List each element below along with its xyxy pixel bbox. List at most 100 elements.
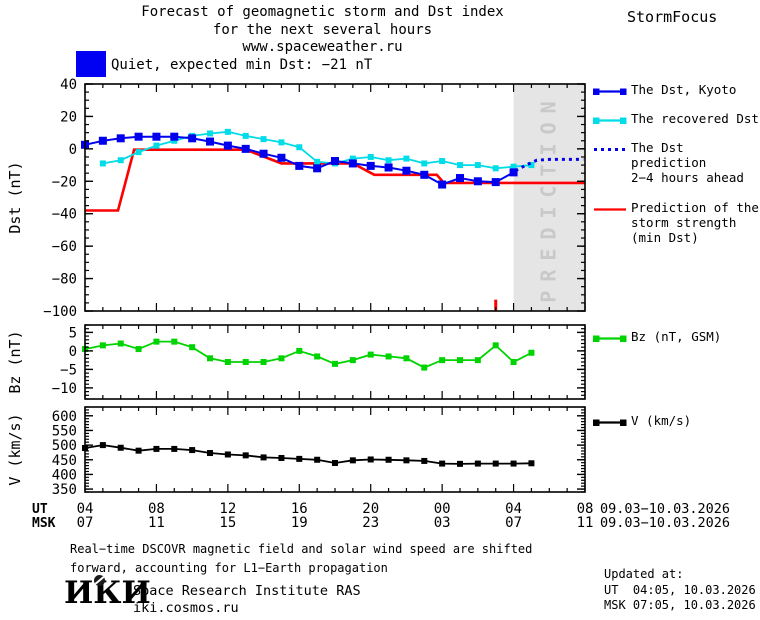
bz-marker [296, 347, 303, 354]
v-marker [349, 457, 356, 464]
v-marker [117, 444, 124, 451]
updated-msk: MSK 07:05, 10.03.2026 [604, 598, 756, 612]
dst-axis-title: Dst (nT) [6, 161, 24, 233]
title-url: www.spaceweather.ru [242, 39, 403, 55]
bz-marker [528, 349, 535, 356]
recovered-dst-marker [117, 157, 124, 164]
bz-legend-sample [593, 335, 627, 342]
bz-marker [260, 359, 267, 365]
v-marker [207, 450, 213, 457]
bz-panel: 5 0 −5 −10 [52, 324, 586, 400]
ut-row-label: UT [32, 502, 48, 517]
footnote: Real−time DSCOVR magnetic field and sola… [70, 540, 532, 577]
dst-kyoto-marker [402, 166, 411, 175]
date-range-ut: 09.03−10.03.2026 [600, 501, 730, 517]
recovered-dst-marker [528, 162, 535, 169]
bz-marker [403, 355, 410, 362]
dst-kyoto-marker [384, 163, 393, 172]
dst-kyoto-legend-sample [593, 88, 627, 95]
dst-kyoto-marker [223, 141, 232, 150]
legend-label-line: (min Dst) [631, 230, 699, 245]
recovered-dst-marker [314, 158, 321, 165]
footnote-line2: forward, accounting for L1−Earth propaga… [70, 560, 388, 575]
msk-tick-label: 23 [362, 515, 379, 531]
dst-kyoto-marker [509, 168, 518, 177]
dst-ytick-label: −60 [52, 239, 77, 255]
dst-kyoto-marker [295, 161, 304, 170]
dst-ytick-label: 0 [69, 142, 77, 158]
recovered-dst-marker [403, 155, 410, 162]
v-marker [99, 442, 106, 449]
bz-marker [385, 353, 392, 360]
series-dst-kyoto [84, 135, 515, 186]
v-marker [332, 459, 338, 466]
msk-tick-label: 03 [434, 515, 451, 531]
legend-item-storm-strength: Prediction of the storm strength (min Dst) [593, 200, 760, 245]
legend-label-v: V (km/s) [631, 413, 691, 428]
v-ytick-label: 550 [52, 423, 77, 439]
series-v [84, 444, 532, 465]
dst-kyoto-sample-marker [620, 88, 627, 95]
prediction-band [513, 84, 585, 311]
dst-kyoto-marker [456, 174, 464, 183]
v-marker [242, 452, 249, 459]
recovered-dst-marker [367, 153, 374, 160]
updated-title: Updated at: [604, 567, 684, 581]
ut-tick-label: 08 [148, 501, 165, 517]
recovered-dst-marker [457, 162, 463, 169]
dst-kyoto-marker [188, 134, 197, 143]
msk-tick-label: 07 [505, 515, 522, 531]
legend-label-line: The Dst, Kyoto [631, 82, 737, 97]
legend-label-line: The recovered Dst [631, 111, 759, 126]
legend-label-line: 2−4 hours ahead [631, 170, 744, 185]
v-marker [457, 460, 463, 467]
bz-marker [278, 355, 285, 362]
dst-frame [84, 83, 586, 312]
legend-item-dst-kyoto: The Dst, Kyoto [593, 82, 760, 98]
iki-logo: ИКИ [64, 575, 151, 611]
bz-marker [439, 357, 446, 364]
recovered-dst-marker [153, 142, 160, 149]
ut-tick-label: 00 [434, 501, 451, 517]
dst-ytick-label: 20 [60, 109, 77, 125]
dst-ytick-label: −80 [52, 272, 77, 288]
v-marker [385, 456, 392, 463]
msk-tick-label: 15 [219, 515, 236, 531]
series-dst-prediction [514, 157, 584, 173]
prediction-band-label: PREDICTION [536, 92, 560, 302]
series-bz [84, 340, 532, 369]
legend-label-bz: Bz (nT, GSM) [631, 329, 721, 344]
bz-marker [314, 353, 321, 360]
legend-label-recovered-dst: The recovered Dst [631, 111, 759, 126]
dst-kyoto-marker [348, 159, 357, 168]
recovered-dst-sample-marker [593, 117, 600, 124]
legend-label-line: Bz (nT, GSM) [631, 329, 722, 344]
dst-kyoto-marker [473, 177, 482, 186]
bz-marker [242, 359, 249, 365]
recovered-dst-legend-sample [593, 117, 627, 124]
dst-kyoto-marker [98, 136, 107, 145]
dst-ytick-label: −20 [52, 174, 77, 190]
v-marker [528, 460, 535, 467]
logo-sphere-icon [94, 575, 105, 586]
title-line2: for the next several hours [212, 21, 433, 38]
recovered-dst-marker [278, 139, 285, 146]
dst-kyoto-marker [420, 170, 429, 179]
v-marker [403, 457, 410, 464]
v-marker [224, 451, 231, 458]
msk-tick-label: 07 [77, 515, 94, 531]
institute-block: Space Research Institute RAS iki.cosmos.… [133, 583, 361, 616]
dst-kyoto-marker [277, 153, 286, 162]
dst-panel: PREDICTION 40 20 0 −20 −40 −60 −80 −100 [43, 77, 586, 320]
v-marker [296, 455, 303, 462]
iki-logo-text: ИКИ [64, 575, 151, 611]
dst-kyoto-marker [206, 137, 214, 146]
updated-ut: UT 04:05, 10.03.2026 [604, 582, 756, 597]
recovered-dst-marker [421, 160, 428, 167]
recovered-dst-marker [242, 132, 249, 139]
v-sample-marker [593, 419, 600, 426]
recovered-dst-marker [385, 157, 392, 164]
bz-marker [474, 357, 481, 364]
